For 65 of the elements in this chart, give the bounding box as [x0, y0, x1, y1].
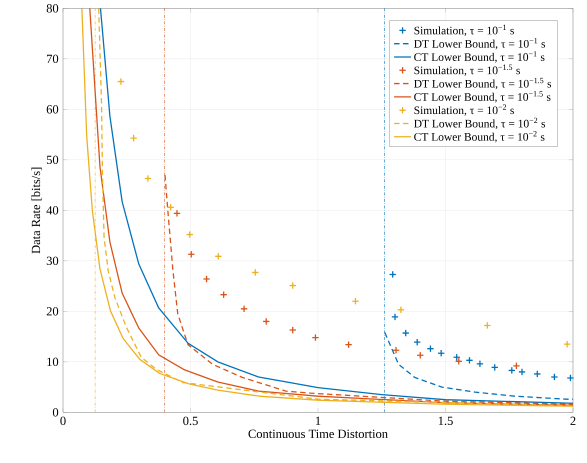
point	[187, 250, 196, 258]
point	[512, 362, 520, 370]
point	[454, 357, 463, 366]
point	[426, 344, 434, 352]
legend-label: DT Lower Bound, τ = 10$^{−2}$ s	[414, 118, 546, 129]
point	[173, 209, 181, 218]
y-tick-label: 40	[46, 206, 58, 214]
legend-label: Simulation, τ = 10$^{−2}$ s	[414, 104, 514, 116]
y-tick-label: 80	[46, 4, 58, 12]
point	[566, 374, 574, 382]
point	[166, 203, 174, 211]
x-tick-label: 2	[570, 416, 576, 425]
legend-label: CT Lower Bound, τ = 10$^{−1.5}$ s	[414, 90, 550, 102]
legend-label: Simulation, τ = 10$^{−1}$ s	[414, 24, 514, 36]
point	[344, 340, 352, 348]
x-tick-label: 0.5	[183, 416, 198, 425]
point	[220, 290, 228, 298]
point	[392, 346, 400, 354]
point	[130, 134, 138, 142]
point	[518, 368, 526, 376]
legend-label: DT Lower Bound, τ = 10$^{−1}$ s	[414, 38, 546, 50]
point	[490, 363, 499, 372]
point	[466, 356, 474, 364]
y-tick-label: 10	[47, 357, 58, 366]
point	[397, 306, 405, 314]
y-tick-label: 60	[46, 104, 58, 114]
point	[533, 370, 542, 378]
legend-label: Simulation, τ = 10$^{−1.5}$ s	[414, 64, 520, 76]
point	[391, 312, 399, 321]
y-tick-label: 30	[46, 256, 58, 265]
x-tick-label: 1.5	[438, 416, 453, 425]
point	[416, 351, 424, 359]
point	[186, 230, 194, 238]
point	[476, 360, 484, 368]
y-tick-label: 70	[47, 54, 58, 63]
point	[240, 304, 248, 312]
point	[402, 329, 410, 337]
point	[288, 326, 297, 334]
x-tick-label: 1	[316, 416, 320, 425]
legend-label: CT Lower Bound, τ = 10$^{−1}$ s	[414, 51, 544, 62]
legend-label: DT Lower Bound, τ = 10$^{−1.5}$ s	[414, 78, 552, 90]
point	[288, 282, 297, 290]
y-axis-title: Data Rate [bits/s]	[31, 168, 42, 254]
point	[483, 321, 492, 330]
point	[508, 366, 516, 374]
point	[413, 338, 422, 346]
point	[563, 340, 571, 348]
y-tick-label: 20	[46, 306, 58, 316]
point	[452, 353, 461, 361]
point	[251, 268, 260, 276]
point	[144, 174, 152, 182]
point	[117, 78, 125, 86]
point	[550, 372, 558, 381]
x-tick-label: 0	[60, 416, 66, 425]
point	[202, 275, 210, 283]
point	[262, 317, 270, 326]
point	[352, 297, 360, 305]
y-tick-label: 50	[46, 155, 58, 164]
point	[312, 334, 320, 342]
point	[388, 270, 397, 278]
point	[214, 252, 222, 260]
y-tick-label: 0	[52, 408, 58, 416]
point	[437, 349, 445, 357]
x-axis-title: Continuous Time Distortion	[248, 429, 388, 438]
legend-label: CT Lower Bound, τ = 10$^{−2}$ s	[414, 130, 544, 142]
